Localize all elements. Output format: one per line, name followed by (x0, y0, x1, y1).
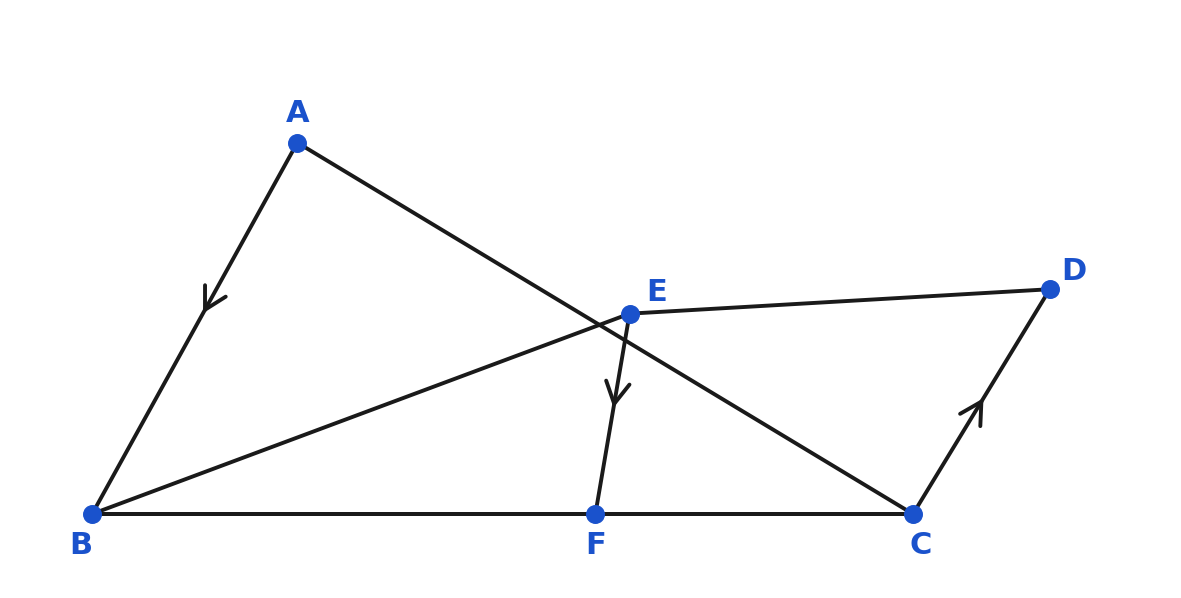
Point (586, 509, 605, 519)
Text: E: E (646, 277, 667, 307)
Point (903, 509, 922, 519)
Text: B: B (68, 531, 92, 560)
Text: D: D (1062, 257, 1087, 286)
Text: F: F (585, 531, 606, 560)
Text: A: A (286, 99, 309, 128)
Point (1040, 285, 1059, 294)
Point (83, 509, 102, 519)
Text: C: C (909, 531, 932, 560)
Point (288, 138, 307, 148)
Point (620, 309, 639, 319)
